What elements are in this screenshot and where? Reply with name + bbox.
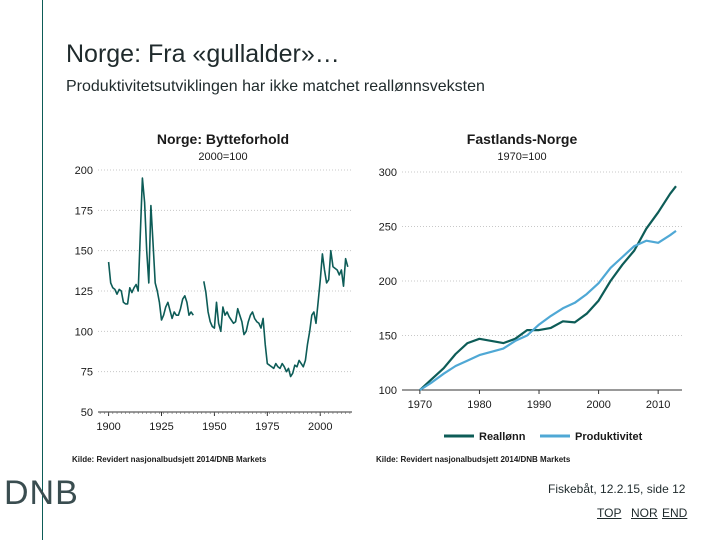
chart-title: Fastlands-Norge — [467, 131, 578, 147]
x-tick-label: 2000 — [308, 421, 332, 433]
y-tick-label: 200 — [75, 165, 93, 177]
chart-terms-of-trade: Norge: Bytteforhold 2000=100 50 75 100 125 150… — [72, 131, 352, 464]
footer-text: Fiskebåt, 12.2.15, side 12 — [548, 482, 686, 496]
y-tick-label: 50 — [81, 407, 93, 419]
x-tick-label: 1925 — [149, 421, 173, 433]
x-tick-label: 1900 — [96, 421, 120, 433]
y-tick-label: 175 — [75, 205, 93, 217]
x-tick-label: 1975 — [255, 421, 279, 433]
legend-label: Reallønn — [479, 431, 526, 443]
series-line-bytteforhold — [203, 249, 349, 378]
chart-title: Norge: Bytteforhold — [157, 131, 289, 147]
chart-source-note: Kilde: Revidert nasjonalbudsjett 2014/DN… — [376, 455, 571, 464]
page-title: Norge: Fra «gullalder»… — [66, 40, 340, 68]
y-tick-label: 150 — [379, 331, 397, 343]
y-tick-label: 100 — [75, 326, 93, 338]
chart-subtitle: 2000=100 — [198, 151, 247, 163]
nav-link-end[interactable]: END — [662, 506, 688, 520]
y-tick-label: 150 — [75, 246, 93, 258]
series-line-reallønn — [419, 185, 677, 391]
y-tick-label: 75 — [81, 367, 93, 379]
chart-panel-terms-of-trade: Norge: Bytteforhold 2000=100 50 75 100 125 150… — [68, 122, 368, 468]
x-tick-label: 2010 — [646, 399, 670, 411]
y-tick-label: 200 — [379, 276, 397, 288]
x-tick-label: 1970 — [408, 399, 432, 411]
chart-source-note: Kilde: Revidert nasjonalbudsjett 2014/DN… — [72, 455, 267, 464]
x-tick-label: 1990 — [527, 399, 551, 411]
x-tick-label: 1980 — [467, 399, 491, 411]
y-tick-label: 250 — [379, 222, 397, 234]
y-tick-label: 300 — [379, 167, 397, 179]
y-tick-label: 125 — [75, 286, 93, 298]
y-tick-label: 100 — [379, 385, 397, 397]
chart-subtitle: 1970=100 — [497, 151, 546, 163]
nav-link-nor[interactable]: NOR — [631, 506, 658, 520]
series-line-bytteforhold — [107, 177, 194, 321]
accent-divider-line — [42, 0, 43, 540]
x-tick-label: 2000 — [586, 399, 610, 411]
page-subtitle: Produktivitetsutviklingen har ikke match… — [66, 78, 485, 95]
x-tick-label: 1950 — [202, 421, 226, 433]
legend-label: Produktivitet — [575, 431, 643, 443]
dnb-logo: DNB — [4, 474, 79, 512]
chart-mainland-norway: Fastlands-Norge 1970=100 100 150 200 250 300 19… — [376, 131, 682, 464]
chart-panel-mainland-norway: Fastlands-Norge 1970=100 100 150 200 250 300 19… — [372, 122, 687, 468]
nav-link-top[interactable]: TOP — [597, 506, 622, 520]
series-line-produktivitet — [419, 230, 677, 391]
